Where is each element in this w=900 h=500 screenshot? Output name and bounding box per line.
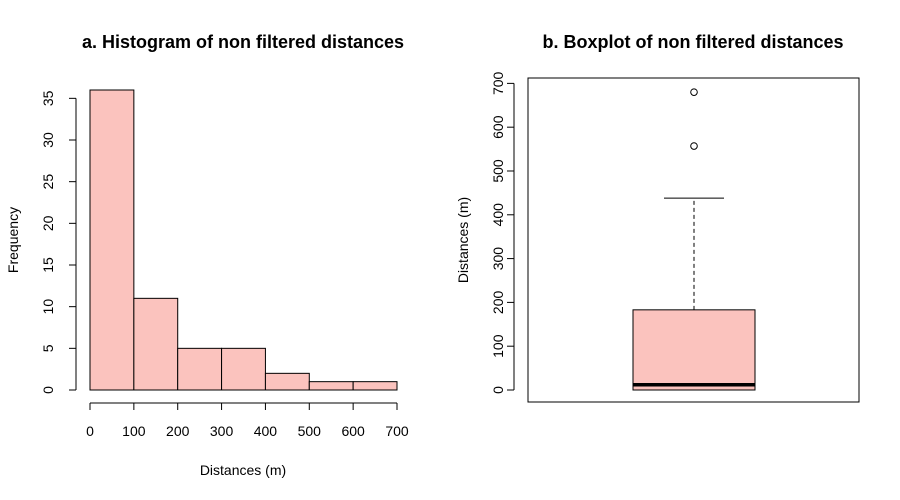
histogram-x-tick-label: 100 bbox=[122, 423, 146, 439]
boxplot-y-tick-label: 0 bbox=[490, 386, 506, 394]
boxplot-elements bbox=[632, 88, 756, 391]
histogram-y-axis-label: Frequency bbox=[5, 207, 21, 273]
histogram-x-tick-label: 0 bbox=[86, 423, 94, 439]
histogram-panel: a. Histogram of non filtered distances 0… bbox=[5, 32, 409, 478]
boxplot-y-tick-label: 300 bbox=[490, 247, 506, 271]
histogram-bar bbox=[308, 381, 354, 391]
histogram-x-tick-label: 700 bbox=[385, 423, 409, 439]
histogram-x-tick-label: 400 bbox=[254, 423, 278, 439]
boxplot-outlier bbox=[690, 142, 698, 150]
histogram-x-axis-label: Distances (m) bbox=[200, 462, 286, 478]
histogram-y-tick-label: 25 bbox=[40, 174, 56, 190]
histogram-bar bbox=[221, 347, 266, 391]
histogram-bars bbox=[89, 89, 398, 391]
boxplot-frame bbox=[527, 77, 860, 403]
histogram-y-tick-label: 35 bbox=[40, 90, 56, 106]
boxplot-y-tick-label: 400 bbox=[490, 203, 506, 227]
histogram-bar bbox=[264, 372, 310, 391]
boxplot-y-tick-label: 200 bbox=[490, 291, 506, 315]
histogram-bar bbox=[352, 381, 398, 391]
histogram-y-tick-label: 0 bbox=[40, 386, 56, 394]
histogram-bar bbox=[89, 89, 135, 391]
boxplot-title: b. Boxplot of non filtered distances bbox=[542, 32, 843, 52]
boxplot-y-axis: 0 100 200 300 400 500 600 700 bbox=[490, 71, 515, 394]
histogram-y-tick-label: 10 bbox=[40, 299, 56, 315]
boxplot-y-tick-label: 700 bbox=[490, 71, 506, 95]
histogram-x-axis: 0 100 200 300 400 500 600 700 bbox=[86, 402, 409, 439]
histogram-y-axis: 0 5 10 15 20 25 30 35 bbox=[40, 90, 77, 394]
histogram-y-tick-label: 20 bbox=[40, 215, 56, 231]
boxplot-y-tick-label: 100 bbox=[490, 334, 506, 358]
histogram-x-tick-label: 600 bbox=[341, 423, 365, 439]
boxplot-y-tick-label: 500 bbox=[490, 159, 506, 183]
histogram-y-tick-label: 30 bbox=[40, 132, 56, 148]
boxplot-y-axis-label: Distances (m) bbox=[455, 197, 471, 283]
boxplot-y-tick-label: 600 bbox=[490, 115, 506, 139]
histogram-title: a. Histogram of non filtered distances bbox=[82, 32, 404, 52]
histogram-bar bbox=[133, 297, 179, 391]
histogram-x-tick-label: 200 bbox=[166, 423, 190, 439]
histogram-x-tick-label: 300 bbox=[210, 423, 234, 439]
histogram-bar bbox=[177, 347, 223, 391]
histogram-y-tick-label: 5 bbox=[40, 344, 56, 352]
boxplot-panel: b. Boxplot of non filtered distances 0 10… bbox=[455, 32, 860, 403]
histogram-x-tick-label: 500 bbox=[298, 423, 322, 439]
boxplot-outlier bbox=[690, 88, 698, 96]
boxplot-box bbox=[632, 309, 756, 391]
histogram-y-tick-label: 15 bbox=[40, 257, 56, 273]
